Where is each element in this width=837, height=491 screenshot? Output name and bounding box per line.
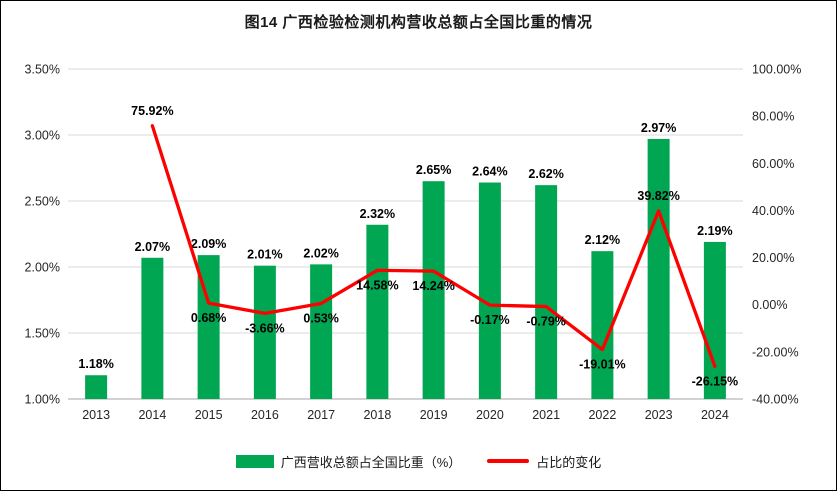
bar-data-label: 2.12% <box>585 233 620 247</box>
legend-label-line-series: 占比的变化 <box>536 454 602 470</box>
chart-title: 图14 广西检验检测机构营收总额占全国比重的情况 <box>244 13 593 31</box>
bar-data-label: 2.97% <box>641 121 676 135</box>
right-axis-label: -40.00% <box>752 393 799 407</box>
x-axis-label: 2013 <box>82 408 110 422</box>
line-data-label: 39.82% <box>637 189 679 203</box>
bar-data-label: 2.01% <box>247 248 282 262</box>
x-axis-label: 2016 <box>251 408 279 422</box>
left-axis-label: 3.00% <box>25 129 60 143</box>
line-data-label: 0.53% <box>303 311 338 325</box>
bar-2018 <box>366 224 389 399</box>
bar-series-swatch <box>235 454 274 468</box>
legend-item-line-series: 占比的变化 <box>487 452 601 471</box>
x-axis-label: 2022 <box>588 408 616 422</box>
x-axis-label: 2015 <box>195 408 223 422</box>
x-axis-label: 2019 <box>420 408 448 422</box>
line-data-label: -19.01% <box>579 358 626 372</box>
right-axis-label: 0.00% <box>752 298 787 312</box>
bar-2019 <box>422 181 445 399</box>
change-rate-line <box>150 124 717 369</box>
right-axis-label: 80.00% <box>752 110 794 124</box>
left-axis-label: 3.50% <box>25 63 60 77</box>
line-data-label: 75.92% <box>131 104 173 118</box>
bar-2013 <box>85 375 108 399</box>
bar-2023 <box>647 138 670 399</box>
left-axis-label: 1.50% <box>25 327 60 341</box>
x-axis-label: 2020 <box>476 408 504 422</box>
bar-2020 <box>478 182 501 399</box>
line-data-label: 0.68% <box>191 311 226 325</box>
bar-data-label: 1.18% <box>78 357 113 371</box>
bar-2021 <box>535 185 558 399</box>
bar-2022 <box>591 251 614 399</box>
bar-data-label: 2.07% <box>135 240 170 254</box>
bar-data-label: 2.19% <box>697 224 732 238</box>
legend: 广西营收总额占全国比重（%） 占比的变化 <box>1 433 836 489</box>
line-data-label: -0.79% <box>526 315 566 329</box>
bar-2024 <box>703 241 726 399</box>
line-series-swatch <box>487 459 530 463</box>
bar-data-label: 2.65% <box>416 163 451 177</box>
line-data-label: -3.66% <box>245 321 285 335</box>
x-axis-label: 2014 <box>138 408 166 422</box>
legend-item-bar-series: 广西营收总额占全国比重（%） <box>235 452 462 471</box>
bar-2017 <box>310 264 333 399</box>
bar-data-label: 2.09% <box>191 237 226 251</box>
bar-data-label: 2.64% <box>472 165 507 179</box>
right-axis-label: 20.00% <box>752 251 794 265</box>
x-axis-label: 2021 <box>532 408 560 422</box>
bar-data-label: 2.32% <box>360 207 395 221</box>
bar-data-label: 2.62% <box>528 167 563 181</box>
legend-label-bar-series: 广西营收总额占全国比重（%） <box>280 454 462 470</box>
left-axis-label: 2.50% <box>25 195 60 209</box>
bar-2014 <box>141 257 164 399</box>
line-data-label: -0.17% <box>470 313 510 327</box>
left-axis-label: 1.00% <box>25 393 60 407</box>
chart-plot-area: 1.00% 1.50% 2.00% 2.50% 3.00% 3.50% -40.00% -20… <box>25 63 802 423</box>
x-axis-label: 2017 <box>307 408 335 422</box>
x-axis-label: 2023 <box>645 408 673 422</box>
right-axis-label: 60.00% <box>752 157 794 171</box>
x-axis-label: 2018 <box>363 408 391 422</box>
left-axis-label: 2.00% <box>25 261 60 275</box>
right-axis-label: 100.00% <box>752 63 801 77</box>
line-data-label: 14.58% <box>356 278 398 292</box>
right-axis-label: 40.00% <box>752 204 794 218</box>
x-axis-label: 2024 <box>701 408 729 422</box>
line-data-label: -26.15% <box>692 374 739 388</box>
bar-2016 <box>253 265 276 399</box>
line-data-label: 14.24% <box>412 279 454 293</box>
bar-data-label: 2.02% <box>303 246 338 260</box>
right-axis-label: -20.00% <box>752 345 799 359</box>
